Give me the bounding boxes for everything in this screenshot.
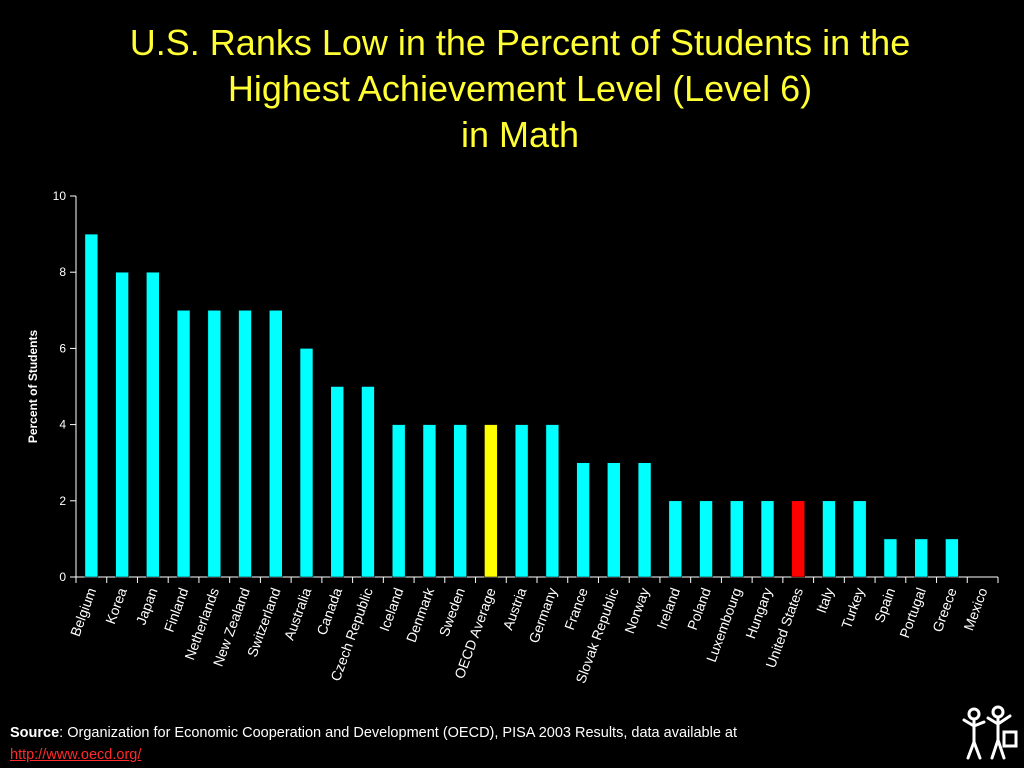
x-tick-label: Turkey [838,586,867,631]
x-tick-label: Korea [102,585,130,626]
bar-luxembourg [730,500,744,578]
bar-chart: 0 2 4 6 8 10 Percent of Students Belgium Korea Ja… [26,189,999,685]
y-tick-label: 10 [53,189,67,203]
bar-denmark [422,424,437,578]
bar-japan [146,271,160,578]
x-tick-label: Spain [871,586,898,625]
bar-sweden [453,424,467,578]
x-tick-label: Portugal [896,586,929,640]
y-tick-label: 8 [59,265,66,279]
y-tick-label: 6 [59,341,66,355]
bar-turkey [852,500,867,578]
bar-new-zealand [238,310,252,578]
bar-iceland [391,424,406,578]
bar-belgium [84,233,99,578]
bar-italy [822,500,836,578]
x-tick-label: Greece [929,585,960,634]
source-text: : Organization for Economic Cooperation … [59,725,738,741]
bar-greece [945,538,959,578]
bar-czech-republic [361,386,375,578]
bar-germany [545,424,560,578]
x-tick-label: Austria [500,585,530,632]
y-tick-label: 0 [59,570,66,584]
title-line-3: in Math [460,114,580,155]
x-tick-label: Germany [525,586,560,646]
x-tick-label: Denmark [403,585,438,645]
bar-korea [115,271,129,578]
x-tick-label: France [561,585,591,632]
bar-spain [883,538,898,578]
bar-hungary [760,500,775,578]
x-tick-label: Norway [621,586,652,636]
bar-portugal [914,538,928,578]
title-line-1: U.S. Ranks Low in the Percent of Student… [129,22,911,63]
bar-ireland [668,500,683,578]
bar-netherlands [207,310,222,578]
x-tick-label: Belgium [67,586,99,639]
bar-france [576,462,590,578]
x-tick-label: Ireland [653,586,683,632]
bar-slovak-republic [607,462,621,578]
x-tick-label: Hungary [742,586,775,641]
x-tick-label: Poland [684,586,714,632]
source-note: Source: Organization for Economic Cooper… [10,722,950,766]
x-tick-label: Mexico [960,585,990,632]
y-tick-label: 2 [59,494,66,508]
x-tick-label: Canada [313,585,345,637]
x-tick-label: Iceland [376,586,406,634]
x-tick-label: Japan [133,586,161,627]
children-figures-icon [962,705,1018,760]
x-tick-label: Australia [281,585,315,642]
bar-norway [637,462,652,578]
source-link[interactable]: http://www.oecd.org/ [10,747,142,763]
x-tick-label: Finland [161,586,192,635]
bar-switzerland [269,310,283,578]
chart-title: U.S. Ranks Low in the Percent of Student… [40,20,1000,158]
bar-canada [330,386,344,578]
x-tick-label: Italy [813,586,837,616]
bar-oecd-average [484,424,498,578]
bar-australia [299,348,314,578]
title-line-2: Highest Achievement Level (Level 6) [227,68,813,109]
y-axis-title: Percent of Students [26,330,40,444]
bar-poland [699,500,713,578]
bar-austria [514,424,529,578]
x-tick-label: Sweden [436,586,468,639]
bar-united-states [791,500,805,578]
y-tick-label: 4 [59,418,66,432]
source-label: Source [10,725,60,741]
bar-finland [176,310,191,578]
